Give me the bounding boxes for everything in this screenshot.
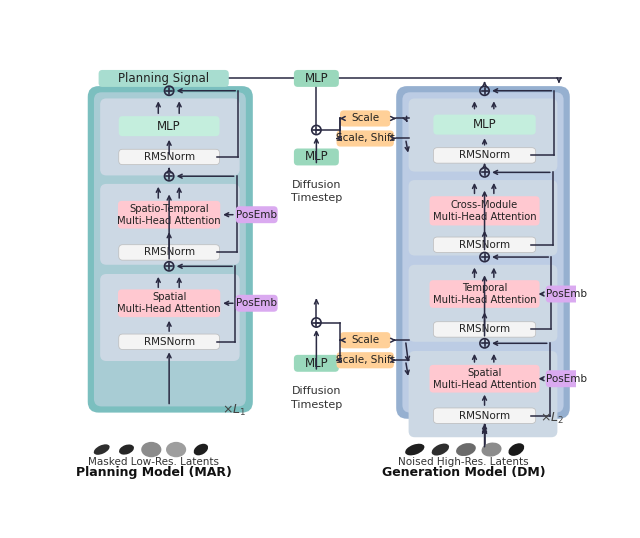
FancyBboxPatch shape — [408, 98, 557, 172]
FancyBboxPatch shape — [118, 201, 220, 229]
Ellipse shape — [194, 444, 208, 455]
Text: MLP: MLP — [305, 151, 328, 164]
Text: Cross-Module
Multi-Head Attention: Cross-Module Multi-Head Attention — [433, 200, 536, 222]
Text: $\times L_2$: $\times L_2$ — [540, 411, 564, 426]
Text: MLP: MLP — [305, 72, 328, 85]
Text: RMSNorm: RMSNorm — [459, 410, 510, 421]
Text: PosEmb: PosEmb — [236, 298, 277, 308]
FancyBboxPatch shape — [433, 237, 536, 252]
FancyBboxPatch shape — [340, 332, 390, 348]
Text: Noised High-Res. Latents: Noised High-Res. Latents — [398, 457, 529, 467]
FancyBboxPatch shape — [433, 408, 536, 423]
Text: Scale: Scale — [351, 114, 380, 123]
Text: MLP: MLP — [473, 118, 497, 131]
Text: Scale: Scale — [351, 335, 380, 345]
Text: RMSNorm: RMSNorm — [459, 240, 510, 250]
FancyBboxPatch shape — [119, 334, 220, 350]
Text: MLP: MLP — [305, 357, 328, 370]
FancyBboxPatch shape — [100, 98, 239, 175]
Text: Planning Model (MAR): Planning Model (MAR) — [76, 466, 232, 479]
FancyBboxPatch shape — [236, 295, 278, 312]
FancyBboxPatch shape — [294, 355, 339, 372]
FancyBboxPatch shape — [119, 149, 220, 165]
Text: RMSNorm: RMSNorm — [459, 324, 510, 335]
Text: Scale, Shift: Scale, Shift — [336, 133, 395, 144]
Ellipse shape — [508, 443, 524, 456]
Text: Temporal
Multi-Head Attention: Temporal Multi-Head Attention — [433, 283, 536, 305]
FancyBboxPatch shape — [433, 322, 536, 337]
Ellipse shape — [94, 444, 109, 455]
Text: Spatial
Multi-Head Attention: Spatial Multi-Head Attention — [117, 292, 221, 314]
FancyBboxPatch shape — [546, 286, 588, 302]
Text: PosEmb: PosEmb — [546, 374, 588, 384]
Ellipse shape — [166, 442, 186, 457]
Text: $\times L_1$: $\times L_1$ — [223, 404, 246, 419]
FancyBboxPatch shape — [429, 196, 540, 225]
FancyBboxPatch shape — [236, 206, 278, 223]
FancyBboxPatch shape — [337, 352, 394, 369]
Ellipse shape — [432, 443, 449, 456]
Text: Scale, Shift: Scale, Shift — [336, 355, 395, 365]
FancyBboxPatch shape — [408, 180, 557, 256]
Ellipse shape — [481, 443, 502, 457]
FancyBboxPatch shape — [88, 86, 253, 413]
FancyBboxPatch shape — [546, 370, 588, 387]
Text: Masked Low-Res. Latents: Masked Low-Res. Latents — [88, 457, 219, 467]
Ellipse shape — [456, 443, 476, 456]
Text: RMSNorm: RMSNorm — [459, 151, 510, 160]
Text: Planning Signal: Planning Signal — [118, 72, 209, 85]
Text: Diffusion
Timestep: Diffusion Timestep — [291, 180, 342, 203]
FancyBboxPatch shape — [408, 265, 557, 342]
FancyBboxPatch shape — [294, 148, 339, 165]
FancyBboxPatch shape — [429, 280, 540, 308]
FancyBboxPatch shape — [429, 365, 540, 393]
Text: Generation Model (DM): Generation Model (DM) — [382, 466, 545, 479]
FancyBboxPatch shape — [337, 130, 394, 146]
Text: MLP: MLP — [157, 119, 181, 133]
FancyBboxPatch shape — [100, 184, 239, 265]
Text: RMSNorm: RMSNorm — [143, 337, 195, 347]
FancyBboxPatch shape — [294, 70, 339, 87]
Text: Diffusion
Timestep: Diffusion Timestep — [291, 386, 342, 409]
Ellipse shape — [141, 442, 161, 457]
FancyBboxPatch shape — [433, 115, 536, 134]
FancyBboxPatch shape — [340, 110, 390, 126]
FancyBboxPatch shape — [99, 70, 229, 87]
FancyBboxPatch shape — [403, 93, 564, 413]
FancyBboxPatch shape — [119, 245, 220, 260]
Ellipse shape — [119, 444, 134, 455]
FancyBboxPatch shape — [396, 86, 570, 419]
Text: PosEmb: PosEmb — [236, 210, 277, 220]
FancyBboxPatch shape — [433, 148, 536, 163]
FancyBboxPatch shape — [94, 93, 246, 406]
Ellipse shape — [405, 444, 424, 455]
Text: Spatial
Multi-Head Attention: Spatial Multi-Head Attention — [433, 367, 536, 390]
FancyBboxPatch shape — [119, 116, 220, 136]
FancyBboxPatch shape — [408, 351, 557, 437]
FancyBboxPatch shape — [118, 289, 220, 317]
Text: PosEmb: PosEmb — [546, 289, 588, 299]
Text: RMSNorm: RMSNorm — [143, 247, 195, 258]
FancyBboxPatch shape — [100, 274, 239, 361]
Text: Spatio-Temporal
Multi-Head Attention: Spatio-Temporal Multi-Head Attention — [117, 203, 221, 226]
Text: RMSNorm: RMSNorm — [143, 152, 195, 162]
